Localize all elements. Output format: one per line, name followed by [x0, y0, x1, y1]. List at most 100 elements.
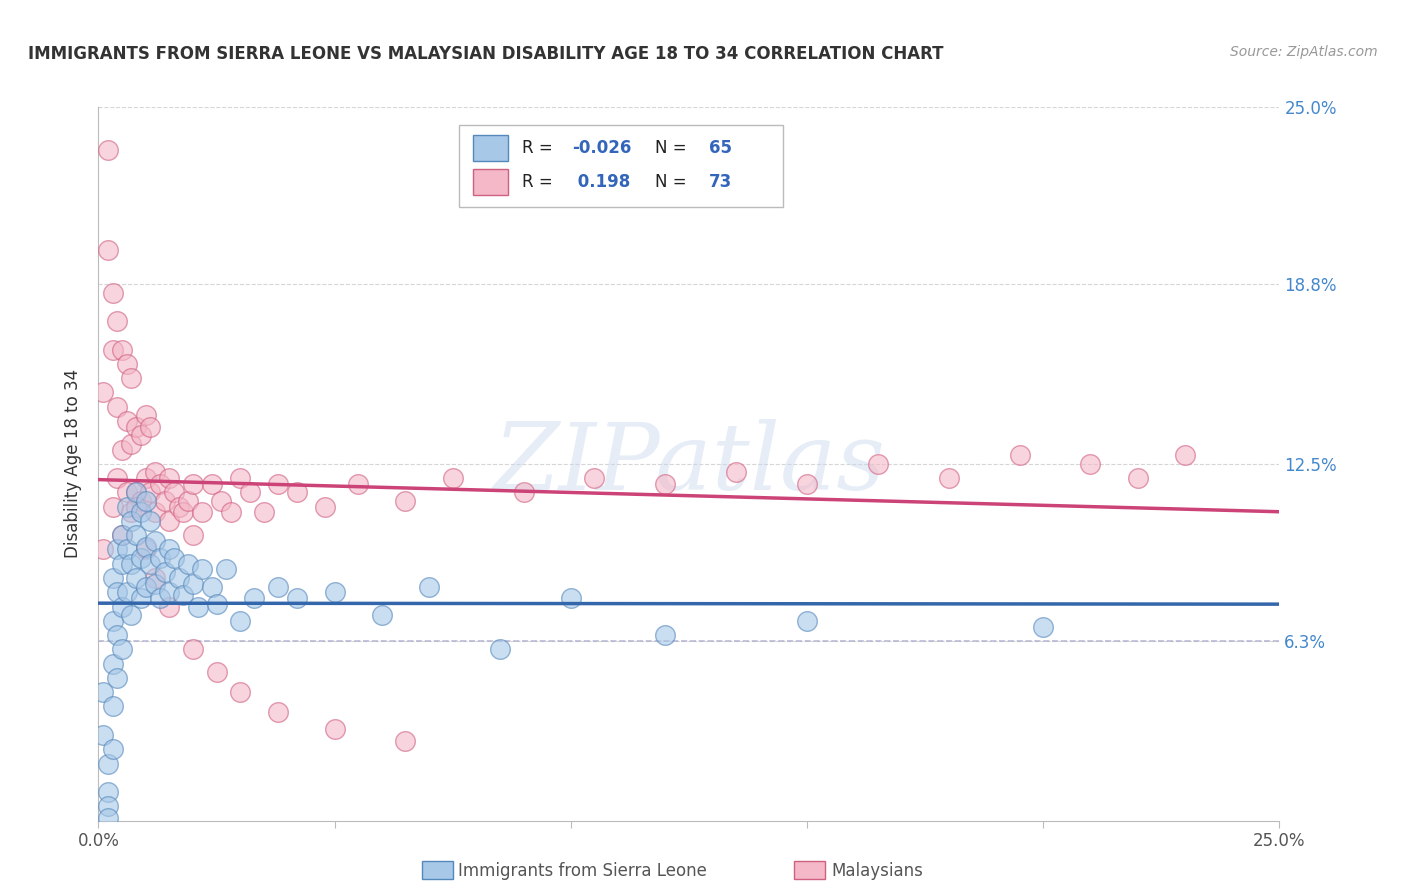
Point: [143, 533, 166, 548]
Point: [105, 542, 128, 557]
Point: [153, 494, 176, 508]
Y-axis label: Disability Age 18 to 34: Disability Age 18 to 34: [65, 369, 83, 558]
Point: [101, 571, 124, 585]
Text: R =: R =: [523, 139, 558, 157]
Text: N =: N =: [655, 173, 692, 191]
Point: [97, 143, 120, 157]
Point: [149, 551, 172, 566]
Point: [1008, 448, 1031, 462]
Point: [105, 400, 128, 414]
Point: [205, 597, 228, 611]
Point: [347, 476, 370, 491]
Point: [323, 585, 346, 599]
Point: [394, 733, 416, 747]
Point: [149, 476, 172, 491]
Point: [125, 485, 148, 500]
Point: [229, 685, 252, 699]
Point: [215, 562, 238, 576]
Point: [1032, 619, 1054, 633]
Point: [267, 476, 290, 491]
Point: [267, 580, 290, 594]
Point: [139, 514, 162, 528]
Point: [163, 485, 186, 500]
Text: -0.026: -0.026: [572, 139, 631, 157]
Point: [97, 756, 120, 771]
Point: [143, 505, 166, 519]
Point: [97, 785, 120, 799]
Point: [101, 343, 124, 357]
Point: [181, 642, 204, 657]
Point: [201, 476, 224, 491]
Point: [91, 685, 114, 699]
Point: [796, 614, 818, 628]
Point: [191, 505, 214, 519]
Point: [253, 505, 276, 519]
Point: [135, 471, 157, 485]
Point: [129, 591, 152, 605]
Point: [314, 500, 336, 514]
Point: [229, 614, 252, 628]
Point: [91, 542, 114, 557]
Point: [97, 243, 120, 257]
Point: [135, 409, 157, 423]
Point: [441, 471, 464, 485]
Point: [167, 571, 190, 585]
Point: [101, 614, 124, 628]
Point: [512, 485, 534, 500]
Point: [1080, 457, 1102, 471]
Point: [139, 557, 162, 571]
Point: [725, 466, 748, 480]
Point: [115, 542, 138, 557]
Point: [285, 591, 308, 605]
Point: [394, 494, 416, 508]
Point: [177, 494, 200, 508]
Point: [143, 571, 166, 585]
Point: [121, 371, 143, 385]
Point: [654, 476, 676, 491]
Point: [91, 385, 114, 400]
Text: R =: R =: [523, 173, 558, 191]
Point: [101, 742, 124, 756]
Point: [125, 571, 148, 585]
Text: IMMIGRANTS FROM SIERRA LEONE VS MALAYSIAN DISABILITY AGE 18 TO 34 CORRELATION CH: IMMIGRANTS FROM SIERRA LEONE VS MALAYSIA…: [28, 45, 943, 62]
Point: [115, 585, 138, 599]
Point: [167, 500, 190, 514]
Point: [157, 514, 180, 528]
Point: [129, 505, 152, 519]
Point: [115, 414, 138, 428]
Point: [111, 343, 134, 357]
Point: [139, 485, 162, 500]
Point: [201, 580, 224, 594]
Text: Immigrants from Sierra Leone: Immigrants from Sierra Leone: [458, 862, 707, 880]
Point: [191, 562, 214, 576]
Point: [129, 551, 152, 566]
Point: [125, 485, 148, 500]
Point: [187, 599, 209, 614]
Text: 65: 65: [709, 139, 733, 157]
Point: [209, 494, 232, 508]
Point: [157, 585, 180, 599]
Point: [135, 494, 157, 508]
Point: [560, 591, 582, 605]
Point: [121, 514, 143, 528]
Point: [371, 608, 394, 623]
Point: [125, 528, 148, 542]
Point: [111, 642, 134, 657]
Point: [111, 528, 134, 542]
Point: [115, 485, 138, 500]
Point: [323, 723, 346, 737]
Bar: [472, 169, 508, 194]
Point: [139, 419, 162, 434]
Point: [418, 580, 440, 594]
Point: [229, 471, 252, 485]
Point: [172, 505, 194, 519]
FancyBboxPatch shape: [458, 125, 783, 207]
Point: [157, 599, 180, 614]
Point: [121, 437, 143, 451]
Point: [285, 485, 308, 500]
Point: [129, 494, 152, 508]
Point: [101, 699, 124, 714]
Point: [129, 428, 152, 442]
Point: [101, 657, 124, 671]
Point: [105, 628, 128, 642]
